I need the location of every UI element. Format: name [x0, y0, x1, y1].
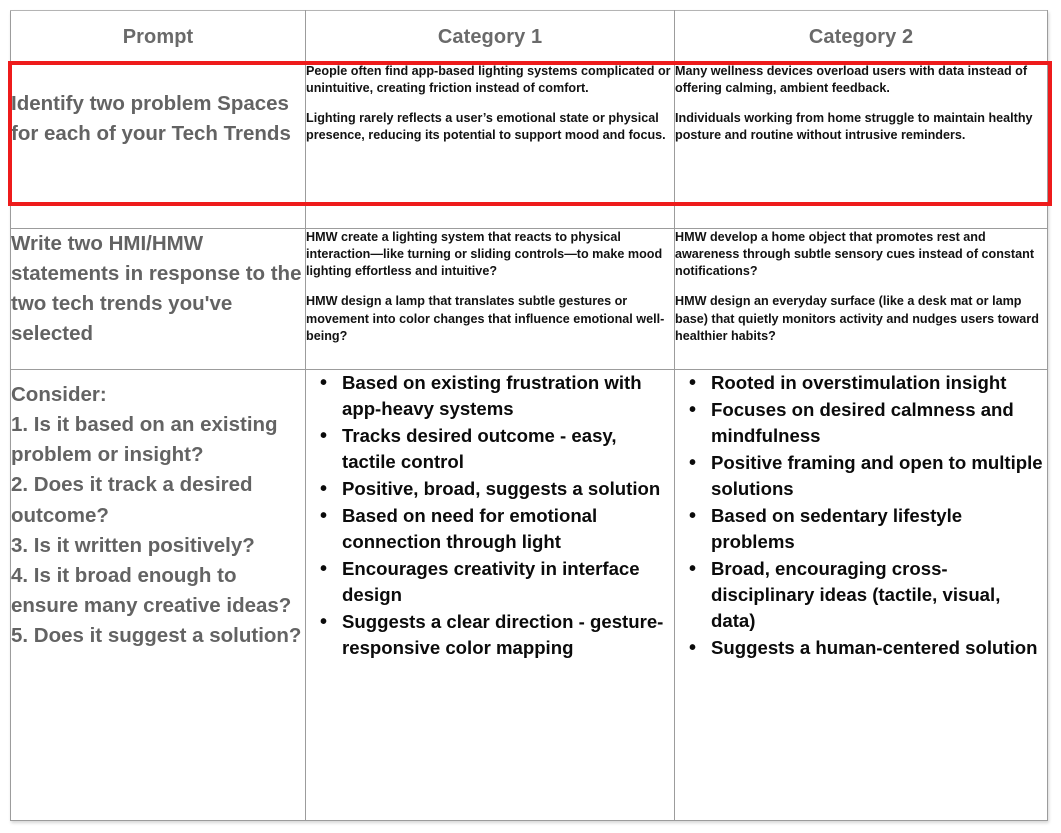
- column-header-prompt: Prompt: [10, 10, 306, 63]
- category-1-cell-hmw-statements: HMW create a lighting system that reacts…: [305, 228, 675, 370]
- list-item: Based on existing frustration with app-h…: [320, 369, 674, 422]
- hmw-statement-paragraph: HMW create a lighting system that reacts…: [306, 230, 663, 279]
- hmw-statement-paragraph: HMW design an everyday surface (like a d…: [675, 294, 1039, 343]
- problem-space-paragraph: Many wellness devices overload users wit…: [675, 64, 1028, 96]
- prompt-cell-problem-spaces: Identify two problem Spaces for each of …: [10, 62, 306, 229]
- list-item: Rooted in overstimulation insight: [689, 369, 1047, 397]
- table-row-consider-checklist: Consider: 1. Is it based on an existing …: [10, 369, 1048, 821]
- hmw-evaluation-table: Prompt Category 1 Category 2 Identify tw…: [10, 10, 1048, 821]
- list-item: Encourages creativity in interface desig…: [320, 555, 674, 608]
- problem-space-paragraph: Individuals working from home struggle t…: [675, 111, 1033, 143]
- prompt-text-hmw-statements: Write two HMI/HMW statements in response…: [11, 232, 302, 346]
- category-2-cell-consider-checklist: Rooted in overstimulation insight Focuse…: [674, 369, 1048, 821]
- category-1-cell-consider-checklist: Based on existing frustration with app-h…: [305, 369, 675, 821]
- list-item: Positive framing and open to multiple so…: [689, 449, 1047, 502]
- column-header-category-2-label: Category 2: [808, 25, 914, 48]
- category-2-cell-problem-spaces: Many wellness devices overload users wit…: [674, 62, 1048, 229]
- column-header-category-2: Category 2: [674, 10, 1048, 63]
- prompt-cell-consider-checklist: Consider: 1. Is it based on an existing …: [10, 369, 306, 821]
- table-row-problem-spaces: Identify two problem Spaces for each of …: [10, 62, 1048, 229]
- category-1-cell-problem-spaces: People often find app-based lighting sys…: [305, 62, 675, 229]
- table-header-row: Prompt Category 1 Category 2: [10, 10, 1048, 63]
- table-row-hmw-statements: Write two HMI/HMW statements in response…: [10, 228, 1048, 370]
- list-item: Broad, encouraging cross-disciplinary id…: [689, 555, 1047, 634]
- column-header-category-1-label: Category 1: [437, 25, 543, 48]
- list-item: Based on need for emotional connection t…: [320, 502, 674, 555]
- list-item: Focuses on desired calmness and mindfuln…: [689, 396, 1047, 449]
- list-item: Based on sedentary lifestyle problems: [689, 502, 1047, 555]
- category-2-bullet-list: Rooted in overstimulation insight Focuse…: [675, 369, 1047, 662]
- prompt-text-consider-checklist: Consider: 1. Is it based on an existing …: [11, 383, 302, 647]
- hmw-statement-paragraph: HMW design a lamp that translates subtle…: [306, 294, 665, 343]
- prompt-text-problem-spaces: Identify two problem Spaces for each of …: [11, 92, 291, 146]
- category-2-cell-hmw-statements: HMW develop a home object that promotes …: [674, 228, 1048, 370]
- category-1-bullet-list: Based on existing frustration with app-h…: [306, 369, 674, 661]
- list-item: Suggests a human-centered solution: [689, 634, 1047, 662]
- column-header-prompt-label: Prompt: [122, 25, 194, 48]
- list-item: Suggests a clear direction - gesture-res…: [320, 608, 674, 661]
- hmw-statement-paragraph: HMW develop a home object that promotes …: [675, 230, 1035, 279]
- problem-space-paragraph: Lighting rarely reflects a user’s emotio…: [306, 111, 666, 143]
- prompt-cell-hmw-statements: Write two HMI/HMW statements in response…: [10, 228, 306, 370]
- column-header-category-1: Category 1: [305, 10, 675, 63]
- list-item: Positive, broad, suggests a solution: [320, 475, 674, 503]
- list-item: Tracks desired outcome - easy, tactile c…: [320, 422, 674, 475]
- problem-space-paragraph: People often find app-based lighting sys…: [306, 64, 671, 96]
